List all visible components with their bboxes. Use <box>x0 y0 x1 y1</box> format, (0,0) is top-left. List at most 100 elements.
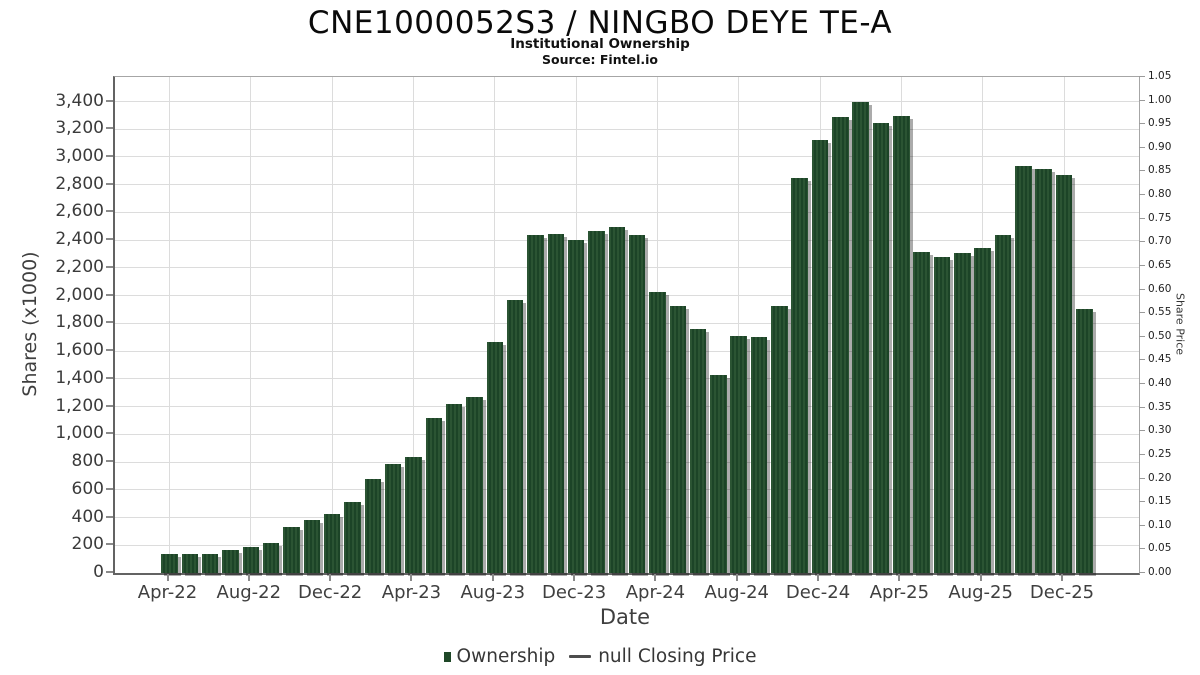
ownership-bar <box>527 234 544 573</box>
y-right-tick-label: 0.25 <box>1148 447 1172 460</box>
y-right-tick-label: 0.60 <box>1148 282 1172 295</box>
ownership-bar <box>608 227 625 573</box>
chart-source: Source: Fintel.io <box>542 52 658 67</box>
x-tick-mark <box>247 574 250 581</box>
y-left-tick-label: 0 <box>93 562 104 582</box>
ownership-bar <box>628 234 646 573</box>
x-tick-label: Dec-22 <box>298 582 363 603</box>
y-right-tick-mark <box>1139 572 1145 573</box>
ownership-bar <box>547 233 565 573</box>
y-right-tick-mark <box>1139 99 1145 101</box>
y-left-tick-mark <box>106 238 113 241</box>
chart-title: CNE1000052S3 / NINGBO DEYE TE-A <box>307 5 893 41</box>
y-left-tick-label: 3,000 <box>55 145 104 166</box>
x-tick-label: Aug-25 <box>948 582 1013 603</box>
ownership-bar <box>710 374 727 573</box>
y-right-tick-mark <box>1139 264 1145 266</box>
x-tick-mark <box>166 574 169 581</box>
ownership-bar <box>1015 165 1032 573</box>
y-left-tick-label: 600 <box>71 478 104 499</box>
ownership-bar <box>425 418 443 573</box>
y-right-tick-label: 0.45 <box>1148 353 1172 366</box>
x-tick-label: Aug-23 <box>460 582 526 603</box>
ownership-bar <box>811 140 829 573</box>
y-right-tick-mark <box>1139 146 1145 148</box>
x-axis-title: Date <box>599 605 651 629</box>
ownership-bar <box>994 235 1012 573</box>
ownership-bar <box>954 253 971 573</box>
y-right-tick-mark <box>1139 123 1145 125</box>
ownership-bar <box>161 553 178 573</box>
y-left-tick-mark <box>106 376 113 379</box>
y-right-tick-mark <box>1139 194 1145 196</box>
ownership-bar <box>242 547 260 573</box>
y-right-tick-mark <box>1139 548 1145 550</box>
ownership-bar <box>344 502 361 573</box>
y-left-tick-label: 3,400 <box>55 90 104 111</box>
ownership-bar <box>974 247 991 573</box>
ownership-bar <box>649 292 666 573</box>
ownership-bar <box>384 464 402 573</box>
y-left-tick-mark <box>106 293 113 296</box>
ownership-bar <box>750 337 768 573</box>
y-left-tick-label: 800 <box>71 451 104 472</box>
x-tick-label: Dec-23 <box>541 582 607 603</box>
ownership-bar <box>405 457 422 573</box>
y-left-tick-label: 200 <box>71 534 104 555</box>
y-left-tick-mark <box>106 460 113 463</box>
legend-ownership-swatch-icon <box>443 651 451 662</box>
ownership-bar <box>872 122 890 573</box>
y-axis-right-title: Share Price <box>1173 292 1187 356</box>
x-tick-label: Apr-25 <box>869 582 930 603</box>
y-right-tick-label: 0.55 <box>1148 306 1172 319</box>
y-left-tick-label: 1,800 <box>55 312 104 333</box>
y-left-tick-mark <box>106 127 113 130</box>
y-right-tick-mark <box>1139 217 1145 219</box>
y-left-tick-mark <box>106 487 113 490</box>
y-right-tick-label: 0.20 <box>1148 471 1172 484</box>
x-tick-mark <box>573 574 576 581</box>
ownership-bar <box>486 342 504 573</box>
x-tick-mark <box>329 574 332 581</box>
ownership-bar <box>445 403 463 573</box>
y-left-tick-mark <box>106 265 113 268</box>
ownership-bar <box>262 543 280 573</box>
ownership-bar <box>730 335 747 573</box>
plot-area <box>113 76 1140 575</box>
y-left-tick-label: 2,200 <box>55 256 104 277</box>
y-right-tick-mark <box>1139 406 1145 408</box>
x-tick-label: Apr-22 <box>137 582 198 603</box>
y-left-tick-label: 1,600 <box>55 340 104 361</box>
ownership-bar <box>466 396 483 573</box>
y-left-tick-mark <box>106 571 113 573</box>
x-tick-mark <box>1061 574 1064 581</box>
y-right-tick-label: 0.80 <box>1148 188 1172 201</box>
y-right-tick-label: 0.10 <box>1148 518 1172 531</box>
x-tick-label: Apr-23 <box>381 582 442 603</box>
y-right-tick-label: 0.50 <box>1148 329 1172 342</box>
y-left-tick-label: 2,400 <box>55 229 104 250</box>
x-tick-mark <box>654 574 657 581</box>
y-left-tick-mark <box>106 404 113 407</box>
y-left-tick-label: 1,400 <box>55 367 104 388</box>
y-left-tick-label: 1,000 <box>55 423 104 444</box>
ownership-bar <box>588 230 605 573</box>
y-right-tick-label: 0.85 <box>1148 164 1172 177</box>
ownership-bar <box>364 479 382 573</box>
ownership-bar <box>771 306 788 573</box>
y-right-tick-mark <box>1139 524 1145 526</box>
y-left-tick-mark <box>106 432 113 435</box>
x-tick-mark <box>979 574 982 581</box>
y-right-tick-label: 0.75 <box>1148 211 1172 224</box>
y-right-tick-label: 0.05 <box>1148 542 1172 555</box>
y-right-tick-label: 1.00 <box>1148 93 1172 106</box>
y-left-tick-mark <box>106 182 113 185</box>
ownership-bar <box>283 526 300 573</box>
legend-price-line-icon <box>569 655 592 658</box>
ownership-bar <box>1055 175 1073 573</box>
y-right-tick-label: 0.00 <box>1148 566 1172 578</box>
x-tick-mark <box>898 574 901 581</box>
y-right-tick-mark <box>1139 241 1145 243</box>
y-right-tick-mark <box>1139 170 1145 172</box>
y-right-tick-mark <box>1139 312 1145 314</box>
